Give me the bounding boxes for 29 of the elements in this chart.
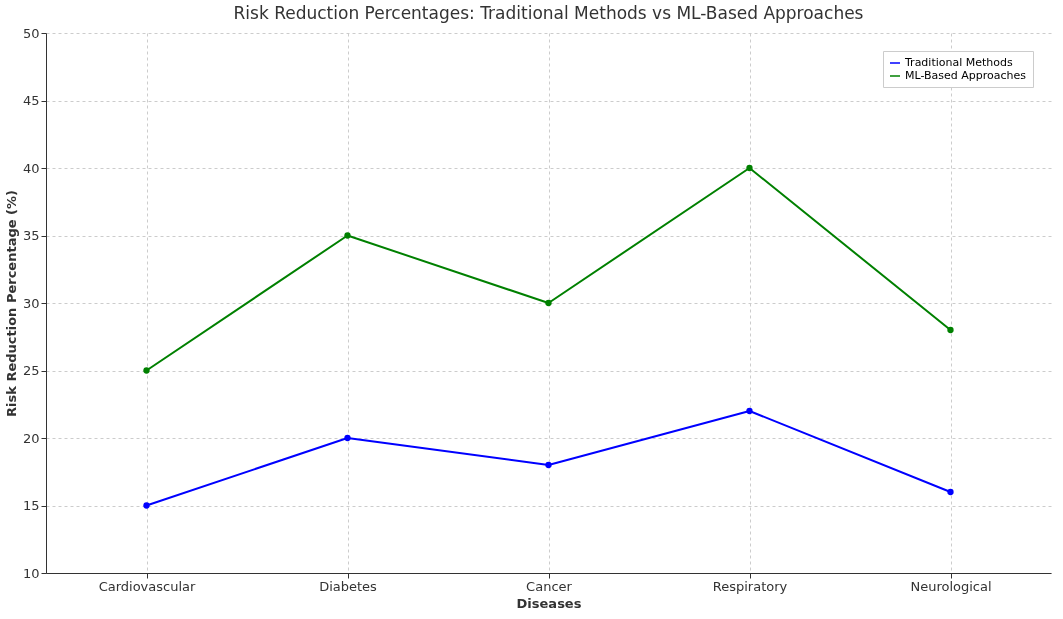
point bbox=[143, 502, 150, 509]
y-tick-label: 30 bbox=[22, 295, 40, 311]
x-tick-label: Cancer bbox=[526, 578, 573, 594]
y-axis-title: Risk Reduction Percentage (%) bbox=[3, 190, 19, 417]
point bbox=[344, 232, 351, 239]
point bbox=[746, 407, 753, 415]
y-tick-label: 45 bbox=[22, 93, 40, 108]
point bbox=[947, 326, 954, 334]
point bbox=[746, 164, 753, 172]
point bbox=[143, 367, 150, 374]
y-tick-label: 25 bbox=[22, 363, 40, 378]
y-tick-label: 20 bbox=[22, 430, 40, 446]
x-tick-label: Cardiovascular bbox=[98, 578, 197, 594]
y-tick-label: 35 bbox=[22, 228, 40, 243]
point bbox=[344, 434, 351, 442]
legend-label: ML-Based Approaches bbox=[905, 69, 1027, 82]
x-tick-label: Diabetes bbox=[319, 578, 378, 594]
x-axis-title: Diseases bbox=[516, 595, 582, 611]
point bbox=[947, 488, 954, 496]
legend-label: Traditional Methods bbox=[904, 56, 1014, 69]
x-tick-label: Respiratory bbox=[712, 578, 788, 594]
y-tick-label: 50 bbox=[22, 25, 40, 41]
y-tick-label: 15 bbox=[22, 498, 40, 513]
y-tick-label: 10 bbox=[22, 565, 40, 581]
point bbox=[545, 299, 552, 307]
chart-title: Risk Reduction Percentages: Traditional Methods vs ML-Based Approaches bbox=[233, 3, 864, 23]
x-tick-label: Neurological bbox=[910, 578, 992, 594]
point bbox=[545, 461, 552, 469]
y-tick-label: 40 bbox=[22, 160, 40, 176]
